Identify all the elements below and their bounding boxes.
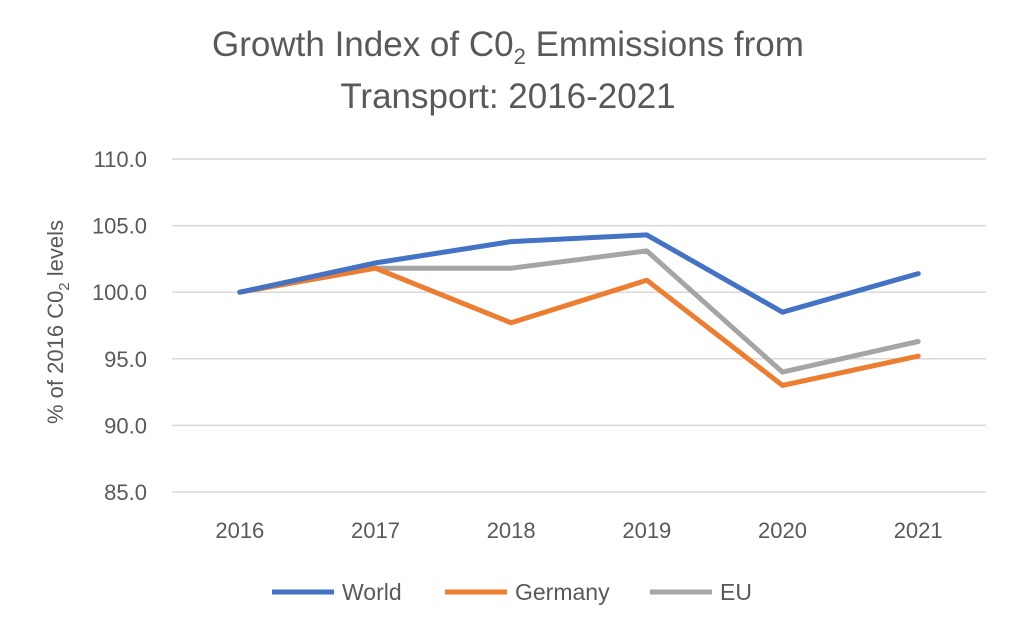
x-tick-label: 2017 (351, 518, 400, 543)
legend-label-germany: Germany (515, 579, 610, 605)
y-tick-labels: 85.0 90.0 95.0 100.0 105.0 110.0 (92, 147, 147, 505)
x-tick-label: 2021 (894, 518, 943, 543)
legend: World Germany EU (272, 579, 752, 605)
y-axis-label: % of 2016 C02 levels (43, 220, 73, 424)
svg-text:Growth Index of C02 Emmissions: Growth Index of C02 Emmissions from (212, 25, 804, 69)
x-tick-labels: 2016 2017 2018 2019 2020 2021 (215, 518, 942, 543)
series-line-world (237, 232, 921, 315)
x-tick-label: 2020 (758, 518, 807, 543)
y-axis-label-start: % of 2016 C0 (43, 291, 68, 424)
y-tick-label: 85.0 (104, 480, 147, 505)
legend-label-eu: EU (720, 579, 752, 605)
chart-title-line1-start: Growth Index of C0 (212, 25, 514, 64)
y-axis-label-end: levels (43, 220, 68, 282)
y-tick-label: 110.0 (94, 147, 147, 172)
y-tick-label: 105.0 (92, 214, 147, 239)
chart-title-subscript: 2 (514, 44, 526, 69)
legend-label-world: World (342, 579, 402, 605)
x-tick-label: 2016 (215, 518, 264, 543)
y-tick-label: 100.0 (92, 280, 147, 305)
gridlines (172, 158, 986, 493)
y-axis-label-subscript: 2 (56, 282, 73, 290)
chart-title-line2: Transport: 2016-2021 (340, 77, 675, 116)
chart-title: Growth Index of C02 Emmissions from Tran… (212, 25, 804, 116)
x-tick-label: 2019 (622, 518, 671, 543)
series-line-germany (237, 265, 921, 388)
chart-title-line1-end: Emmissions from (526, 25, 804, 64)
y-tick-label: 90.0 (104, 413, 147, 438)
series-lines (237, 232, 921, 388)
y-tick-label: 95.0 (104, 347, 147, 372)
x-tick-label: 2018 (487, 518, 536, 543)
